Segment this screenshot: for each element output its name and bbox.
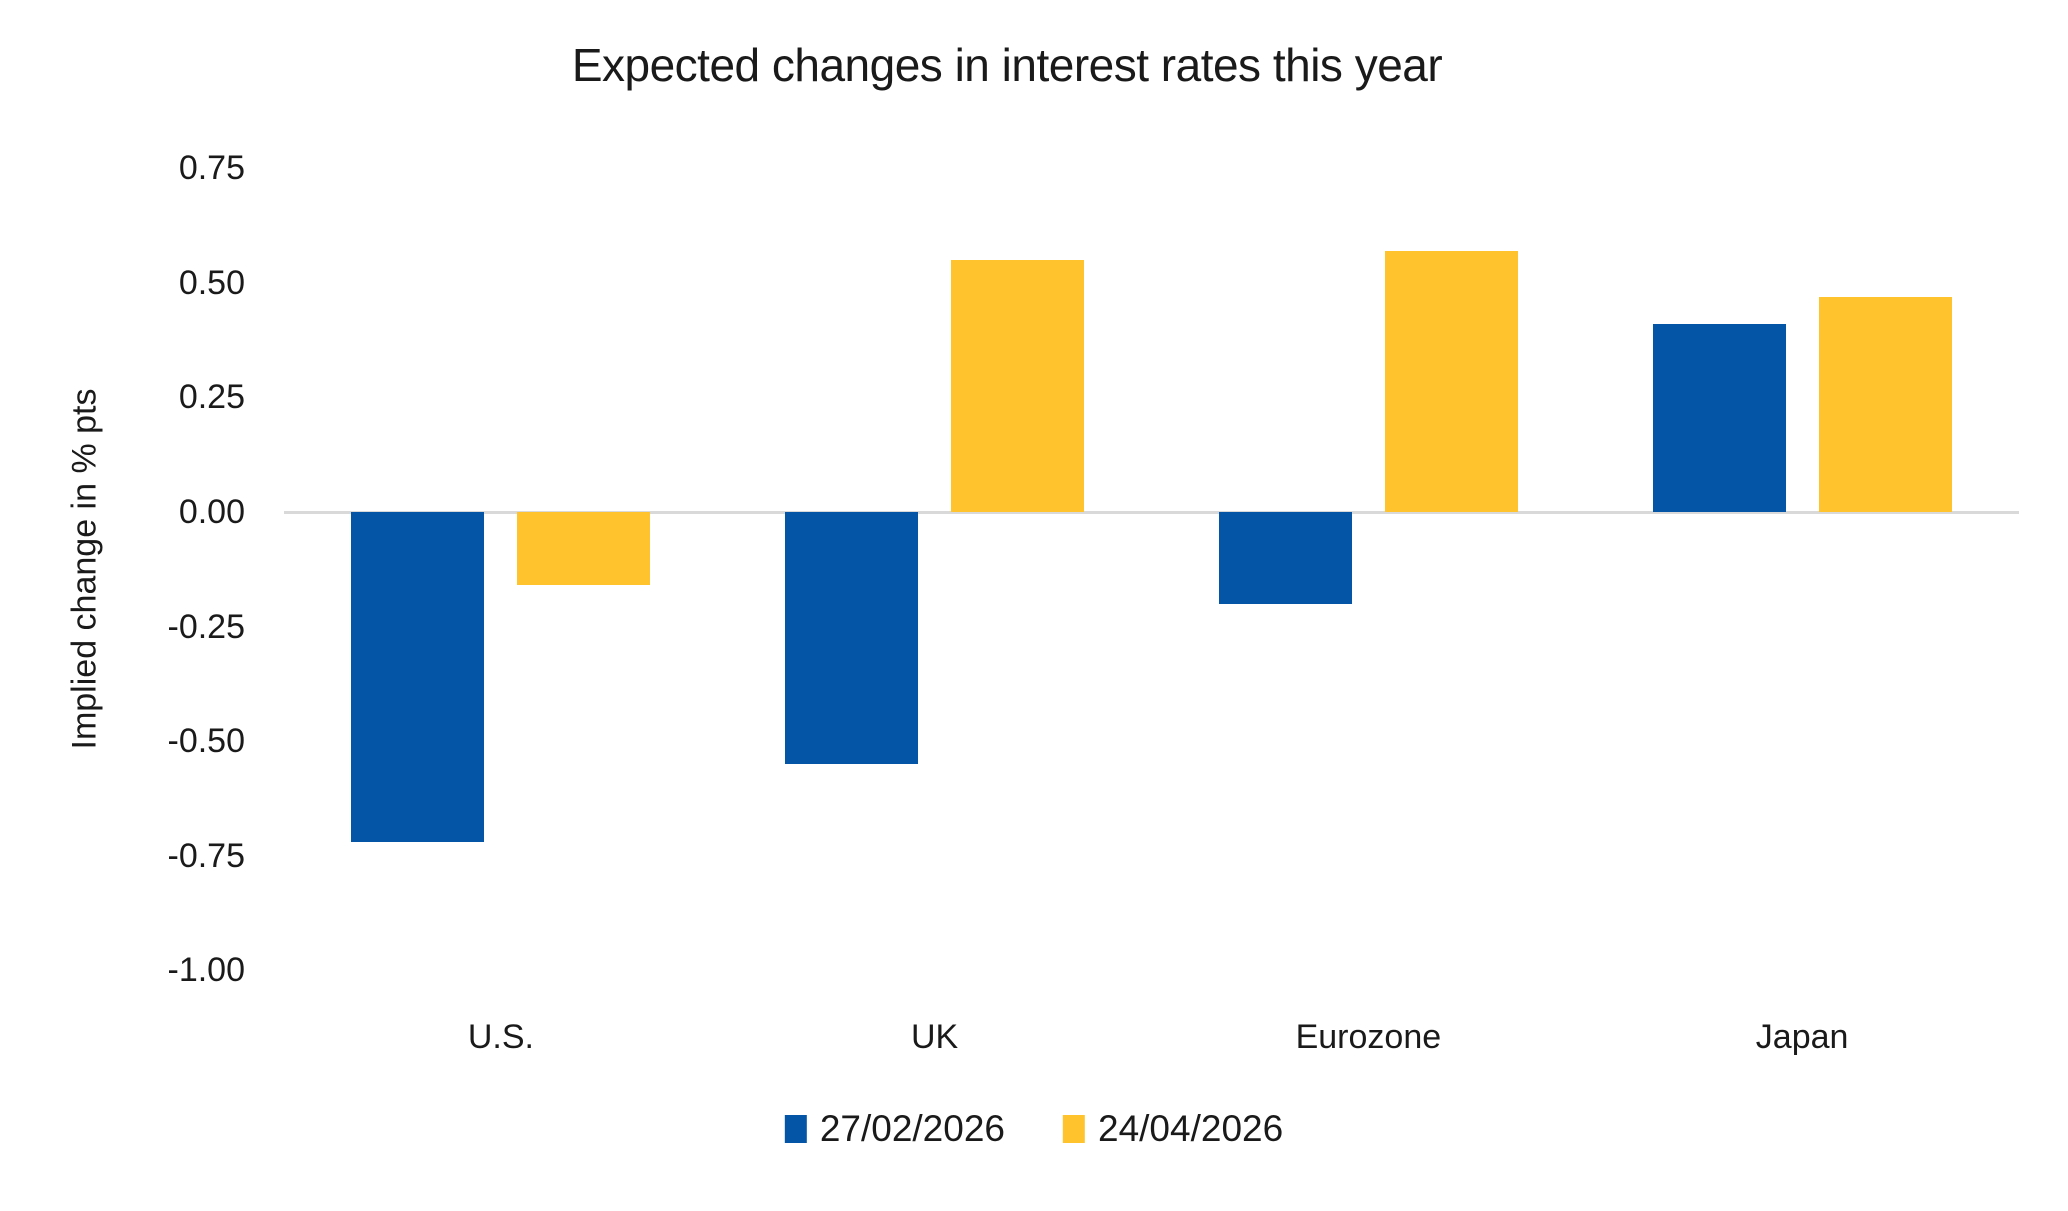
y-tick-label: 0.75	[178, 149, 245, 188]
y-tick-label: 0.00	[178, 493, 245, 531]
y-tick-label: -0.75	[167, 836, 246, 875]
bar-uk-series-0	[785, 512, 919, 765]
bar-japan-series-1	[1818, 296, 1952, 512]
x-category-label: UK	[911, 1018, 959, 1056]
bar-us-series-0	[351, 512, 485, 842]
bar-japan-series-0	[1652, 324, 1786, 512]
x-category-label: Eurozone	[1295, 1018, 1442, 1056]
y-axis-title: Implied change in % pts	[65, 388, 104, 750]
bar-eurozone-series-0	[1218, 512, 1352, 604]
legend-item: 24/04/2026	[1063, 1108, 1283, 1150]
legend-label: 24/04/2026	[1098, 1108, 1284, 1149]
bar-eurozone-series-1	[1384, 250, 1518, 512]
chart-title: Expected changes in interest rates this …	[571, 39, 1443, 91]
y-tick-label: 0.25	[178, 378, 245, 417]
legend: 27/02/2026 24/04/2026	[784, 1108, 1283, 1150]
x-category-label: U.S.	[467, 1018, 534, 1056]
legend-swatch-icon	[1063, 1115, 1085, 1143]
x-category-label: Japan	[1755, 1018, 1849, 1056]
y-tick-label: -0.50	[167, 722, 246, 761]
x-axis-zero-line	[284, 511, 2019, 514]
bar-uk-series-1	[951, 259, 1085, 512]
y-tick-label: -0.25	[167, 607, 246, 646]
legend-label: 27/02/2026	[819, 1108, 1005, 1149]
legend-swatch-icon	[784, 1115, 807, 1143]
legend-item: 27/02/2026	[784, 1108, 1005, 1150]
y-tick-label: -1.00	[167, 951, 246, 990]
bar-us-series-1	[517, 512, 651, 586]
y-tick-label: 0.50	[178, 263, 245, 302]
